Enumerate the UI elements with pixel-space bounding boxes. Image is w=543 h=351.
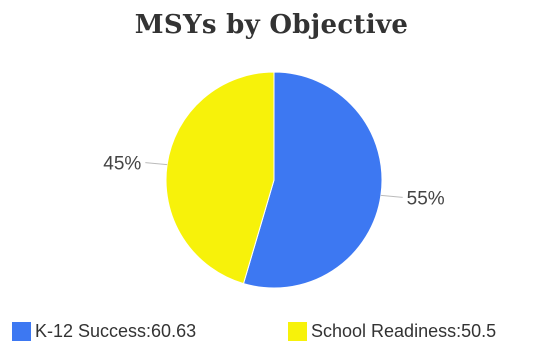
legend: K-12 Success:60.63 School Readiness:50.5 — [0, 318, 543, 344]
legend-swatch-school-readiness — [288, 321, 307, 341]
legend-label-k12-success: K-12 Success:60.63 — [35, 320, 197, 341]
slice-percent-label: 55% — [407, 188, 445, 209]
legend-item-k12-success[interactable]: K-12 Success:60.63 — [12, 318, 196, 344]
slice-leaders — [145, 162, 403, 198]
slice-labels: 55% 45% — [103, 154, 445, 210]
slice-percent-label: 45% — [103, 154, 141, 175]
legend-label-school-readiness: School Readiness:50.5 — [311, 320, 497, 341]
chart-title: MSYs by Objective — [134, 10, 409, 40]
slice-leader-line — [145, 162, 168, 166]
legend-swatch-k12-success — [12, 321, 31, 341]
legend-item-school-readiness[interactable]: School Readiness:50.5 — [288, 318, 496, 344]
pie-slices — [165, 71, 383, 289]
slice-leader-line — [380, 194, 403, 198]
pie-slice-k-12-success[interactable] — [242, 71, 383, 289]
